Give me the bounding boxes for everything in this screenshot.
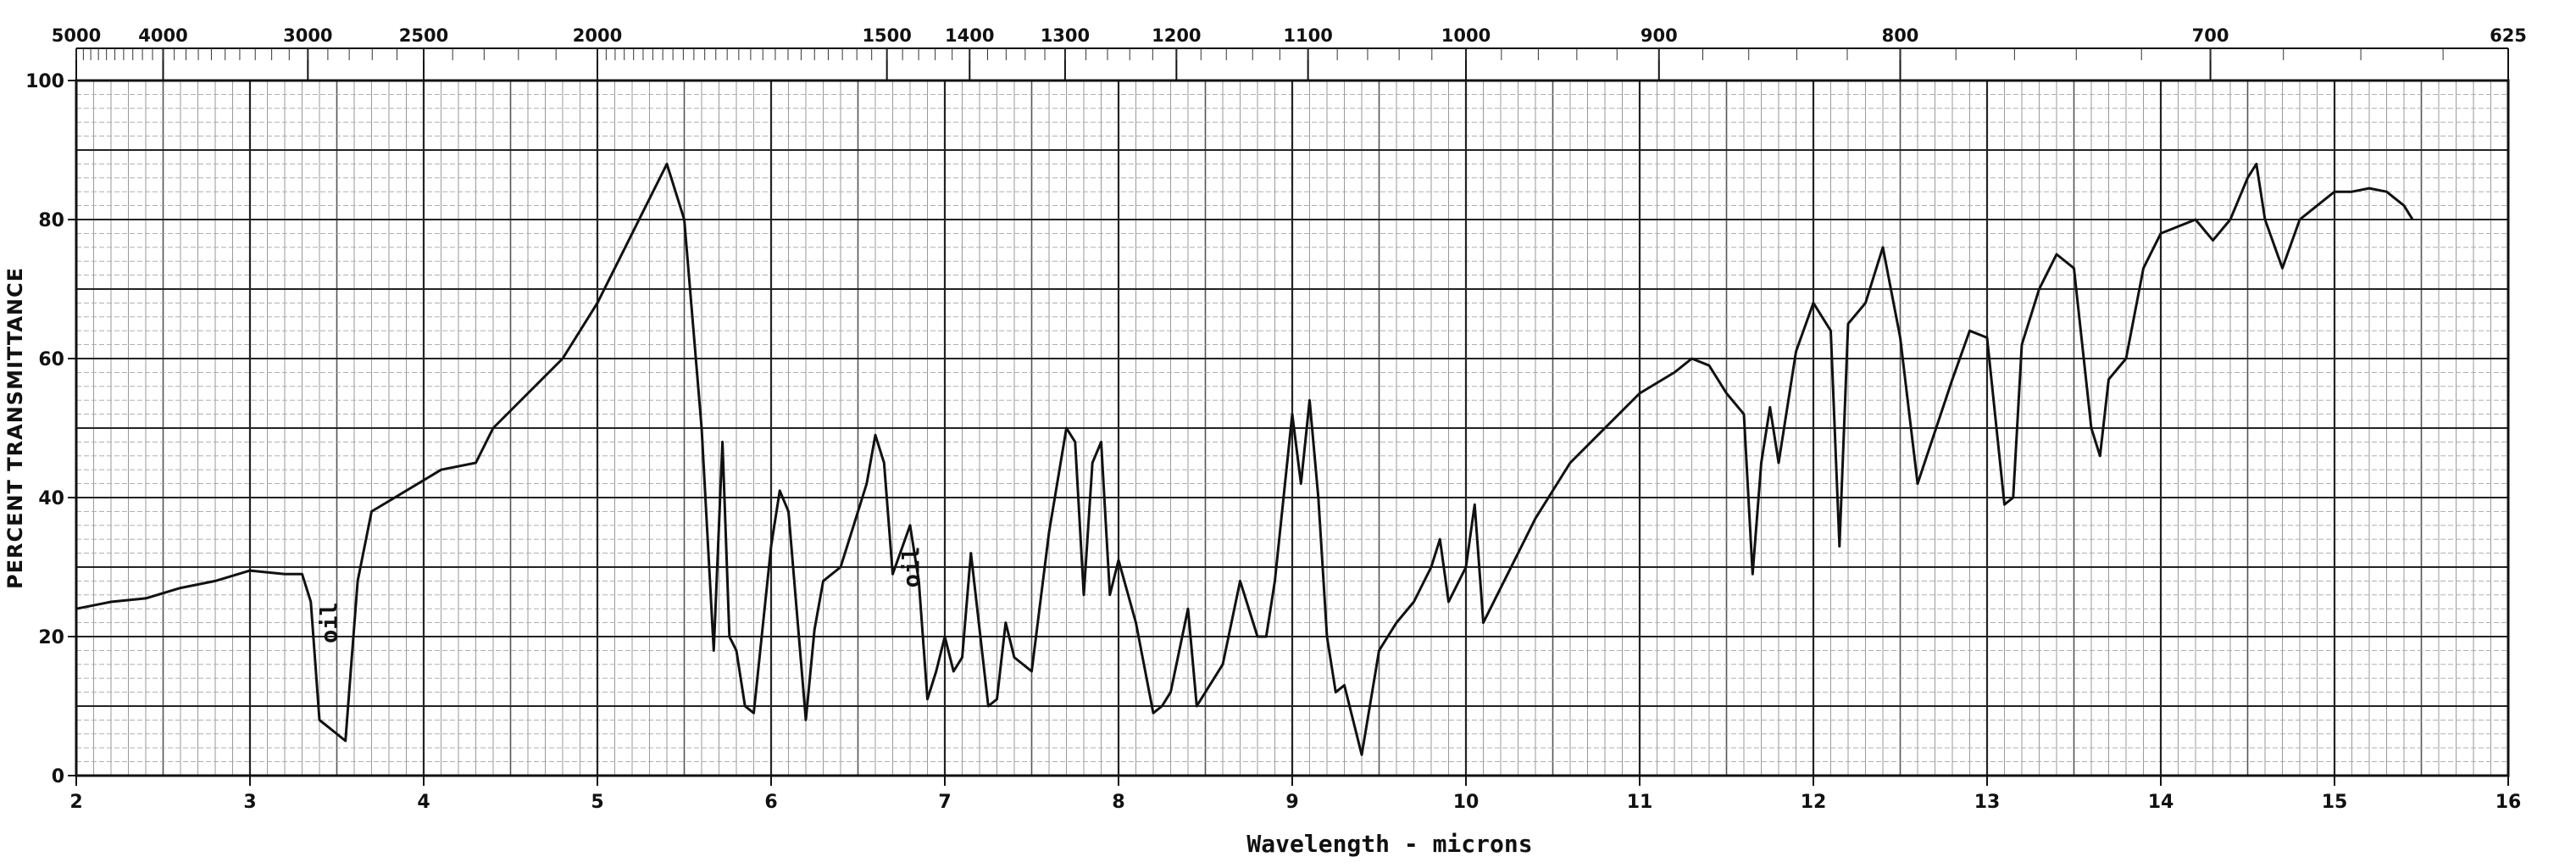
bottom-tick-label: 12 [1801, 792, 1827, 813]
spectrum-line [75, 162, 2414, 756]
top-tick-label: 5000 [52, 25, 101, 46]
annotation-oil: oil [898, 547, 924, 588]
bottom-tick-label: 3 [243, 792, 256, 813]
top-tick-label: 900 [1641, 25, 1678, 46]
left-transmittance-axis: 0 20 40 60 80 100 [25, 71, 76, 787]
bottom-tick-label: 11 [1627, 792, 1653, 813]
bottom-tick-label: 14 [2148, 792, 2174, 813]
top-tick-label: 800 [1882, 25, 1919, 46]
top-tick-label: 1100 [1283, 25, 1332, 46]
bottom-tick-label: 4 [417, 792, 430, 813]
bottom-tick-label: 13 [1974, 792, 2001, 813]
annotations: oil oil [317, 547, 925, 643]
bottom-wavelength-axis: 2 3 4 5 6 7 8 9 10 11 12 13 14 15 16 [69, 776, 2521, 813]
bottom-tick-label: 15 [2322, 792, 2348, 813]
left-tick-label: 60 [38, 349, 64, 370]
bottom-tick-label: 9 [1285, 792, 1298, 813]
top-tick-label: 1500 [862, 25, 911, 46]
top-wavenumber-axis: 5000 4000 3000 2500 2000 1500 1400 1300 1200 1100… [52, 25, 2527, 81]
bottom-tick-label: 6 [764, 792, 777, 813]
top-tick-label: 2000 [573, 25, 622, 46]
bottom-tick-label: 7 [938, 792, 951, 813]
top-tick-label: 700 [2192, 25, 2229, 46]
bottom-tick-label: 8 [1112, 792, 1124, 813]
top-tick-label: 1300 [1041, 25, 1090, 46]
left-tick-label: 0 [52, 766, 64, 787]
top-tick-label: 625 [2490, 25, 2527, 46]
x-axis-label: Wavelength - microns [1246, 830, 1532, 858]
bottom-tick-label: 10 [1453, 792, 1480, 813]
annotation-oil: oil [317, 602, 343, 643]
bottom-tick-label: 5 [591, 792, 603, 813]
top-tick-label: 2500 [399, 25, 448, 46]
left-tick-label: 100 [25, 71, 64, 92]
left-tick-label: 80 [38, 210, 64, 231]
top-tick-label: 4000 [138, 25, 187, 46]
left-tick-label: 40 [38, 488, 64, 509]
top-tick-label: 1000 [1441, 25, 1491, 46]
top-tick-label: 3000 [283, 25, 332, 46]
left-tick-label: 20 [38, 627, 64, 648]
bottom-tick-label: 2 [69, 792, 82, 813]
bottom-tick-label: 16 [2496, 792, 2522, 813]
top-tick-label: 1400 [945, 25, 994, 46]
top-tick-label: 1200 [1152, 25, 1201, 46]
y-axis-label: PERCENT TRANSMITTANCE [3, 267, 27, 589]
